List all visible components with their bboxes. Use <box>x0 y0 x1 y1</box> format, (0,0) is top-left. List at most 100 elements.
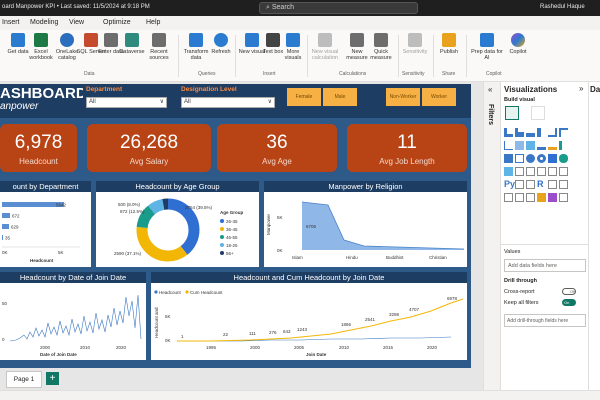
line-chart-icon[interactable] <box>504 141 513 150</box>
menu-modeling[interactable]: Modeling <box>30 19 59 26</box>
format-visual-tab-icon[interactable] <box>531 106 545 120</box>
x-tick-label: 2000 <box>250 345 261 350</box>
male-filter-button[interactable]: Male <box>323 88 357 106</box>
decomposition-tree-icon[interactable] <box>559 180 568 189</box>
treemap-icon[interactable] <box>548 154 557 163</box>
excel-workbook-button[interactable]: Excel workbook <box>26 33 56 61</box>
collapse-pane-icon[interactable]: » <box>579 84 584 93</box>
menu-optimize[interactable]: Optimize <box>103 19 131 26</box>
line-and-column-chart-icon[interactable] <box>537 141 546 150</box>
area-chart-icon[interactable] <box>515 141 524 150</box>
recent-icon <box>152 33 166 47</box>
r-visual-icon[interactable]: R <box>537 179 544 189</box>
kpi-icon[interactable] <box>548 167 557 176</box>
copilot-button[interactable]: Copilot <box>503 33 533 55</box>
sql-server-button[interactable]: SQL Server <box>76 33 106 55</box>
designation-level-slicer[interactable]: Designation Level All ∨ <box>178 84 278 111</box>
headcount-by-join-date-chart[interactable]: Headcount by Date of Join Date 50 0 2000… <box>0 272 146 360</box>
recent-sources-button[interactable]: Recent sources <box>144 33 174 61</box>
key-influencers-icon[interactable] <box>548 180 557 189</box>
manpower-by-religion-chart[interactable]: Manpower by Religion Manpower 5K 0K 6706… <box>264 181 467 267</box>
more-visuals-icon[interactable] <box>559 193 568 202</box>
build-visual-tab-icon[interactable] <box>505 106 519 120</box>
area-series <box>302 202 464 250</box>
data-pane[interactable]: Da <box>588 82 600 390</box>
kpi-card-avg-age[interactable]: 36 Avg Age <box>217 124 337 172</box>
kpi-card-headcount[interactable]: 6,978 Headcount <box>0 124 77 172</box>
scatter-chart-icon[interactable] <box>515 154 524 163</box>
matrix-icon[interactable] <box>526 180 535 189</box>
menu-help[interactable]: Help <box>146 19 161 26</box>
clustered-bar-chart-icon[interactable] <box>526 128 535 137</box>
expand-filters-icon[interactable]: « <box>488 85 493 94</box>
kpi-card-avg-job-length[interactable]: 11 Avg Job Length <box>347 124 467 172</box>
tab-page-1[interactable]: Page 1 <box>6 371 42 388</box>
add-page-button[interactable]: + <box>46 372 59 385</box>
gauge-icon[interactable] <box>515 167 524 176</box>
100-bar-chart-icon[interactable] <box>548 128 557 137</box>
keep-all-filters-toggle[interactable]: On <box>562 299 576 306</box>
menu-insert[interactable]: Insert <box>2 19 20 26</box>
x-tick-label: Christian <box>429 255 447 260</box>
more-visuals-button[interactable]: More visuals <box>278 33 308 61</box>
legend-item: 26-35 <box>226 219 238 224</box>
100-column-chart-icon[interactable] <box>559 128 568 137</box>
legend-item: 46-55 <box>226 235 238 240</box>
narrative-icon[interactable] <box>515 193 524 202</box>
new-visual-calculation-button[interactable]: New visual calculation <box>310 33 340 61</box>
power-apps-icon[interactable] <box>537 193 546 202</box>
department-dropdown[interactable]: All ∨ <box>86 97 167 108</box>
refresh-button[interactable]: Refresh <box>206 33 236 55</box>
get-data-button[interactable]: Get data <box>3 33 33 55</box>
card-icon[interactable] <box>526 167 535 176</box>
non-worker-filter-button[interactable]: Non-Worker <box>386 88 420 106</box>
sensitivity-button[interactable]: Sensitivity <box>400 33 430 55</box>
waterfall-chart-icon[interactable] <box>559 141 568 150</box>
ribbon-chart-icon[interactable] <box>548 141 557 150</box>
headcount-by-department-chart[interactable]: ount by Department 5642 672 629 35 0K 5K… <box>0 181 91 267</box>
designation-level-dropdown[interactable]: All ∨ <box>181 97 275 108</box>
values-field-well[interactable]: Add data fields here <box>504 259 586 272</box>
clustered-column-chart-icon[interactable] <box>537 128 546 137</box>
cross-report-toggle[interactable]: Off <box>562 288 576 295</box>
quick-measure-button[interactable]: Quick measure <box>366 33 396 61</box>
search-input[interactable]: ⌕ Search <box>259 2 418 14</box>
paginated-report-icon[interactable] <box>526 193 535 202</box>
headcount-line <box>9 294 142 342</box>
text-box-button[interactable]: Text box <box>258 33 288 55</box>
drill-through-field-well[interactable]: Add drill-through fields here <box>504 314 586 327</box>
kpi-card-avg-salary[interactable]: 26,268 Avg Salary <box>87 124 211 172</box>
transform-data-button[interactable]: Transform data <box>181 33 211 61</box>
user-name[interactable]: Rashedul Haque <box>540 4 585 10</box>
stacked-area-chart-icon[interactable] <box>526 141 535 150</box>
donut-chart-icon[interactable] <box>537 154 546 163</box>
map-icon[interactable] <box>559 154 568 163</box>
new-visual-button[interactable]: New visual <box>237 33 267 55</box>
stacked-bar-chart-icon[interactable] <box>504 128 513 137</box>
enter-data-button[interactable]: Enter data <box>96 33 126 55</box>
data-label: 111 <box>249 331 256 336</box>
prep-data-for-ai-button[interactable]: Prep data for AI <box>469 33 505 61</box>
pie-chart-icon[interactable] <box>526 154 535 163</box>
headcount-by-age-group-chart[interactable]: Headcount by Age Group 2754 (39.5%) 2590… <box>96 181 259 267</box>
filters-pane[interactable]: « Filters <box>483 82 500 390</box>
funnel-icon[interactable] <box>504 154 513 163</box>
cumulative-headcount-chart[interactable]: Headcount and Cum Headcount by Join Date… <box>151 272 467 360</box>
department-slicer[interactable]: Department All ∨ <box>83 84 170 111</box>
onelake-catalog-button[interactable]: OneLake catalog <box>52 33 82 61</box>
slicer-icon[interactable] <box>559 167 568 176</box>
female-filter-button[interactable]: Female <box>287 88 321 106</box>
worker-filter-button[interactable]: Worker <box>422 88 456 106</box>
python-visual-icon[interactable]: Py <box>504 179 516 189</box>
ribbon-separator <box>466 35 467 77</box>
stacked-column-chart-icon[interactable] <box>515 128 524 137</box>
table-visual-icon[interactable] <box>515 180 524 189</box>
publish-button[interactable]: Publish <box>434 33 464 55</box>
multi-row-card-icon[interactable] <box>537 167 546 176</box>
dataverse-button[interactable]: Dataverse <box>117 33 147 55</box>
new-measure-button[interactable]: New measure <box>342 33 372 61</box>
qa-visual-icon[interactable] <box>504 193 513 202</box>
filled-map-icon[interactable] <box>504 167 513 176</box>
power-automate-icon[interactable] <box>548 193 557 202</box>
menu-view[interactable]: View <box>69 19 85 26</box>
